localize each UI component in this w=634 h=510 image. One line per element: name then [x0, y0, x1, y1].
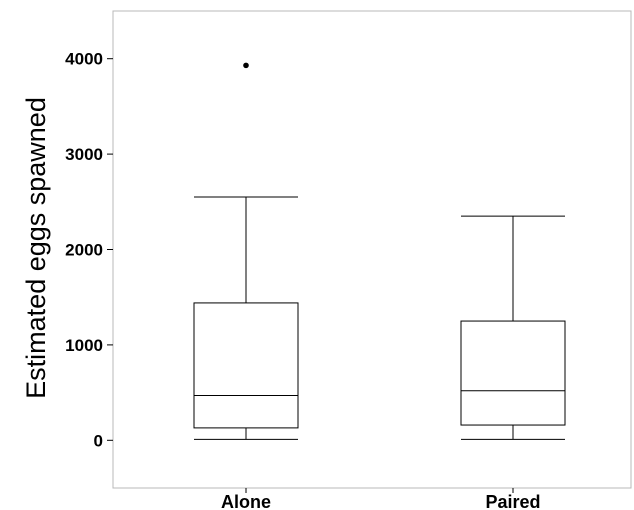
x-tick-label-alone: Alone — [221, 492, 271, 510]
x-tick-label-paired: Paired — [485, 492, 540, 510]
y-tick-label-1000: 1000 — [65, 336, 103, 355]
y-axis: 0 1000 2000 3000 4000 — [65, 50, 113, 450]
y-tick-label-2000: 2000 — [65, 241, 103, 260]
outlier-point-alone-0 — [243, 62, 249, 69]
y-tick-label-3000: 3000 — [65, 145, 103, 164]
y-tick-label-4000: 4000 — [65, 50, 103, 69]
iqr-box-paired — [460, 320, 566, 426]
box-paired — [460, 215, 566, 440]
y-tick-label-0: 0 — [94, 431, 103, 450]
boxes — [193, 62, 566, 440]
y-axis-title: Estimated eggs spawned — [21, 97, 51, 399]
box-alone — [193, 62, 299, 440]
x-axis: Alone Paired — [221, 488, 541, 510]
iqr-box-alone — [193, 302, 299, 429]
